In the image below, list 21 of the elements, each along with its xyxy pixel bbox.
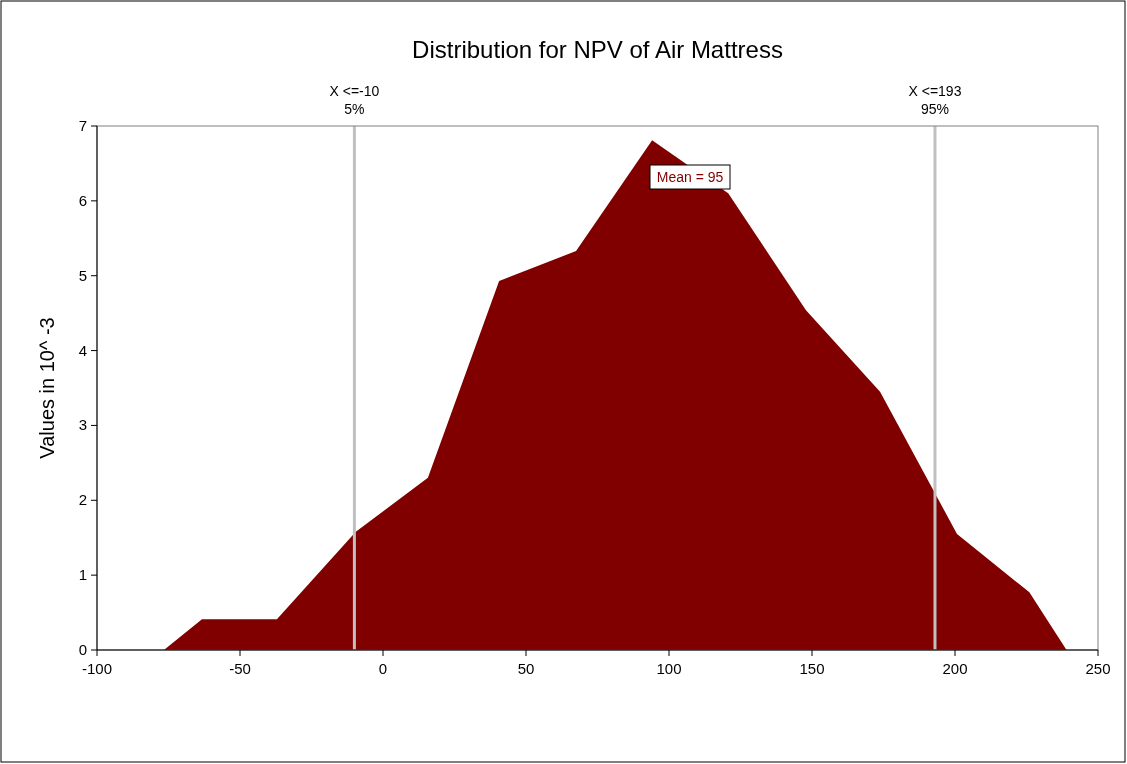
x-tick-label: 100	[656, 660, 682, 677]
x-tick-label: -100	[81, 660, 113, 677]
y-tick-label: 0	[78, 641, 87, 658]
y-tick-label: 4	[78, 341, 87, 359]
chart-title: Distribution for NPV of Air Mattress	[412, 36, 783, 63]
ref-line-label: X <=193 95%	[908, 83, 962, 117]
x-tick-label: 250	[1085, 660, 1111, 677]
y-tick-label: 2	[78, 491, 87, 509]
x-tick-label: 150	[799, 660, 825, 677]
x-tick-label: 0	[378, 660, 388, 677]
y-tick-label: 5	[78, 266, 87, 284]
x-tick-label: 50	[517, 660, 535, 677]
annotation: Mean = 95	[656, 169, 724, 185]
ref-line-label: X <=-10 5%	[329, 83, 380, 117]
x-tick-label: 200	[942, 660, 968, 677]
y-tick-label: 1	[78, 566, 87, 584]
y-tick-label: 3	[78, 416, 87, 434]
x-tick-label: -50	[229, 660, 251, 677]
y-axis-title: Values in 10^ -3	[36, 317, 58, 459]
y-tick-label: 6	[78, 191, 87, 209]
y-tick-label: 7	[78, 117, 87, 134]
